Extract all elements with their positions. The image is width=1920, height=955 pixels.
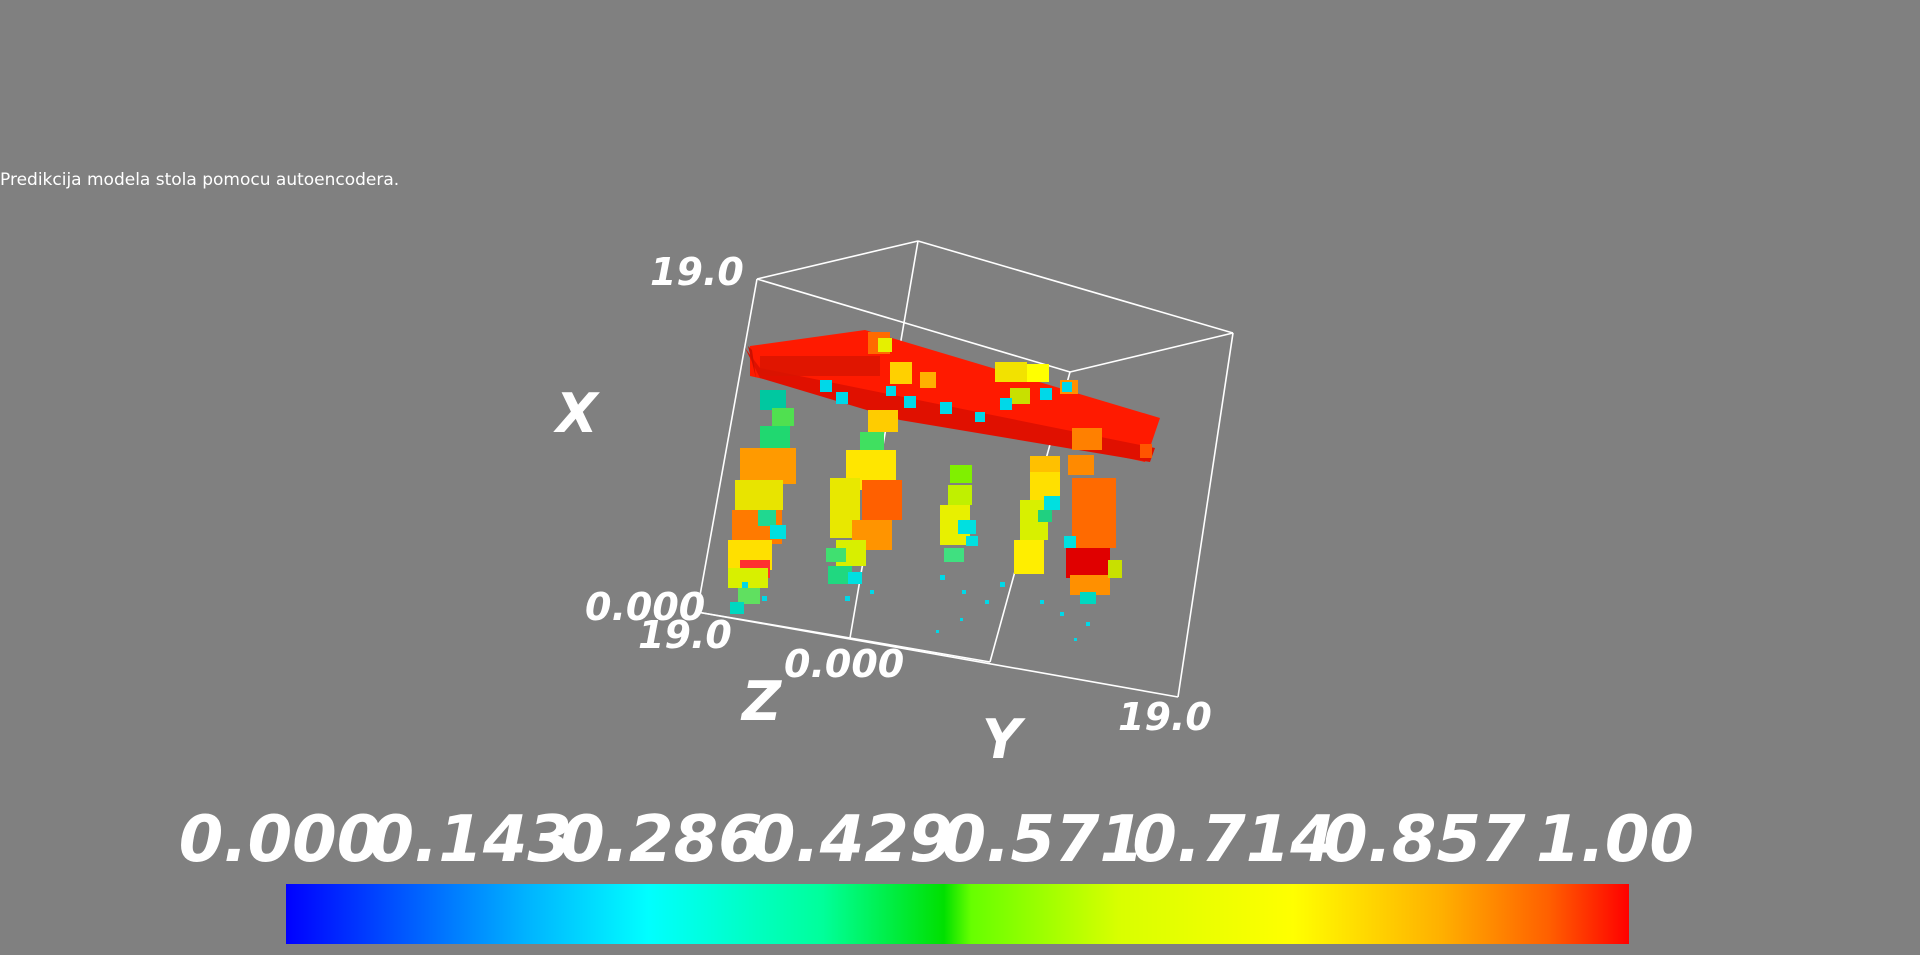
- colorbar-tick-label: 0.143: [369, 803, 572, 877]
- colorbar-tick-label: 0.000: [178, 803, 382, 877]
- low-value-voxels: [742, 380, 1090, 641]
- z-axis-min-label: 0.000: [784, 642, 904, 686]
- x-axis-min-label: 0.000: [585, 585, 705, 629]
- x-axis-max-label: 19.0: [650, 250, 744, 294]
- table-leg: [1014, 455, 1122, 604]
- colorbar-tick-label: 0.286: [560, 803, 763, 877]
- colorbar-tick-label: 0.714: [1132, 803, 1335, 877]
- colorbar-tick-label: 0.857: [1323, 803, 1526, 877]
- x-axis-title: X: [553, 382, 600, 445]
- colorbar-tick-label: 1.00: [1536, 803, 1694, 877]
- table-leg: [826, 410, 902, 584]
- y-axis-title: Y: [982, 708, 1026, 771]
- voxel-table: [728, 330, 1160, 641]
- table-leg: [940, 465, 978, 562]
- colorbar-tick-labels: 0.000 0.143 0.286 0.429 0.571 0.714 0.857 1.00: [0, 805, 1920, 875]
- colorbar-tick-label: 0.429: [750, 803, 954, 877]
- table-top-front: [745, 348, 1155, 462]
- colorbar: [286, 884, 1629, 944]
- table-top-left-end: [748, 346, 756, 378]
- table-leg: [728, 390, 796, 614]
- voxel-scene[interactable]: 19.0 X 0.000 19.0 0.000 Z 19.0 Y: [0, 0, 1920, 800]
- z-axis-title: Z: [740, 670, 782, 733]
- y-axis-max-label: 19.0: [1118, 695, 1212, 739]
- caption-text: Predikcija modela stola pomocu autoencod…: [0, 170, 400, 190]
- colorbar-tick-label: 0.571: [941, 803, 1145, 877]
- z-axis-max-label: 19.0: [638, 613, 732, 657]
